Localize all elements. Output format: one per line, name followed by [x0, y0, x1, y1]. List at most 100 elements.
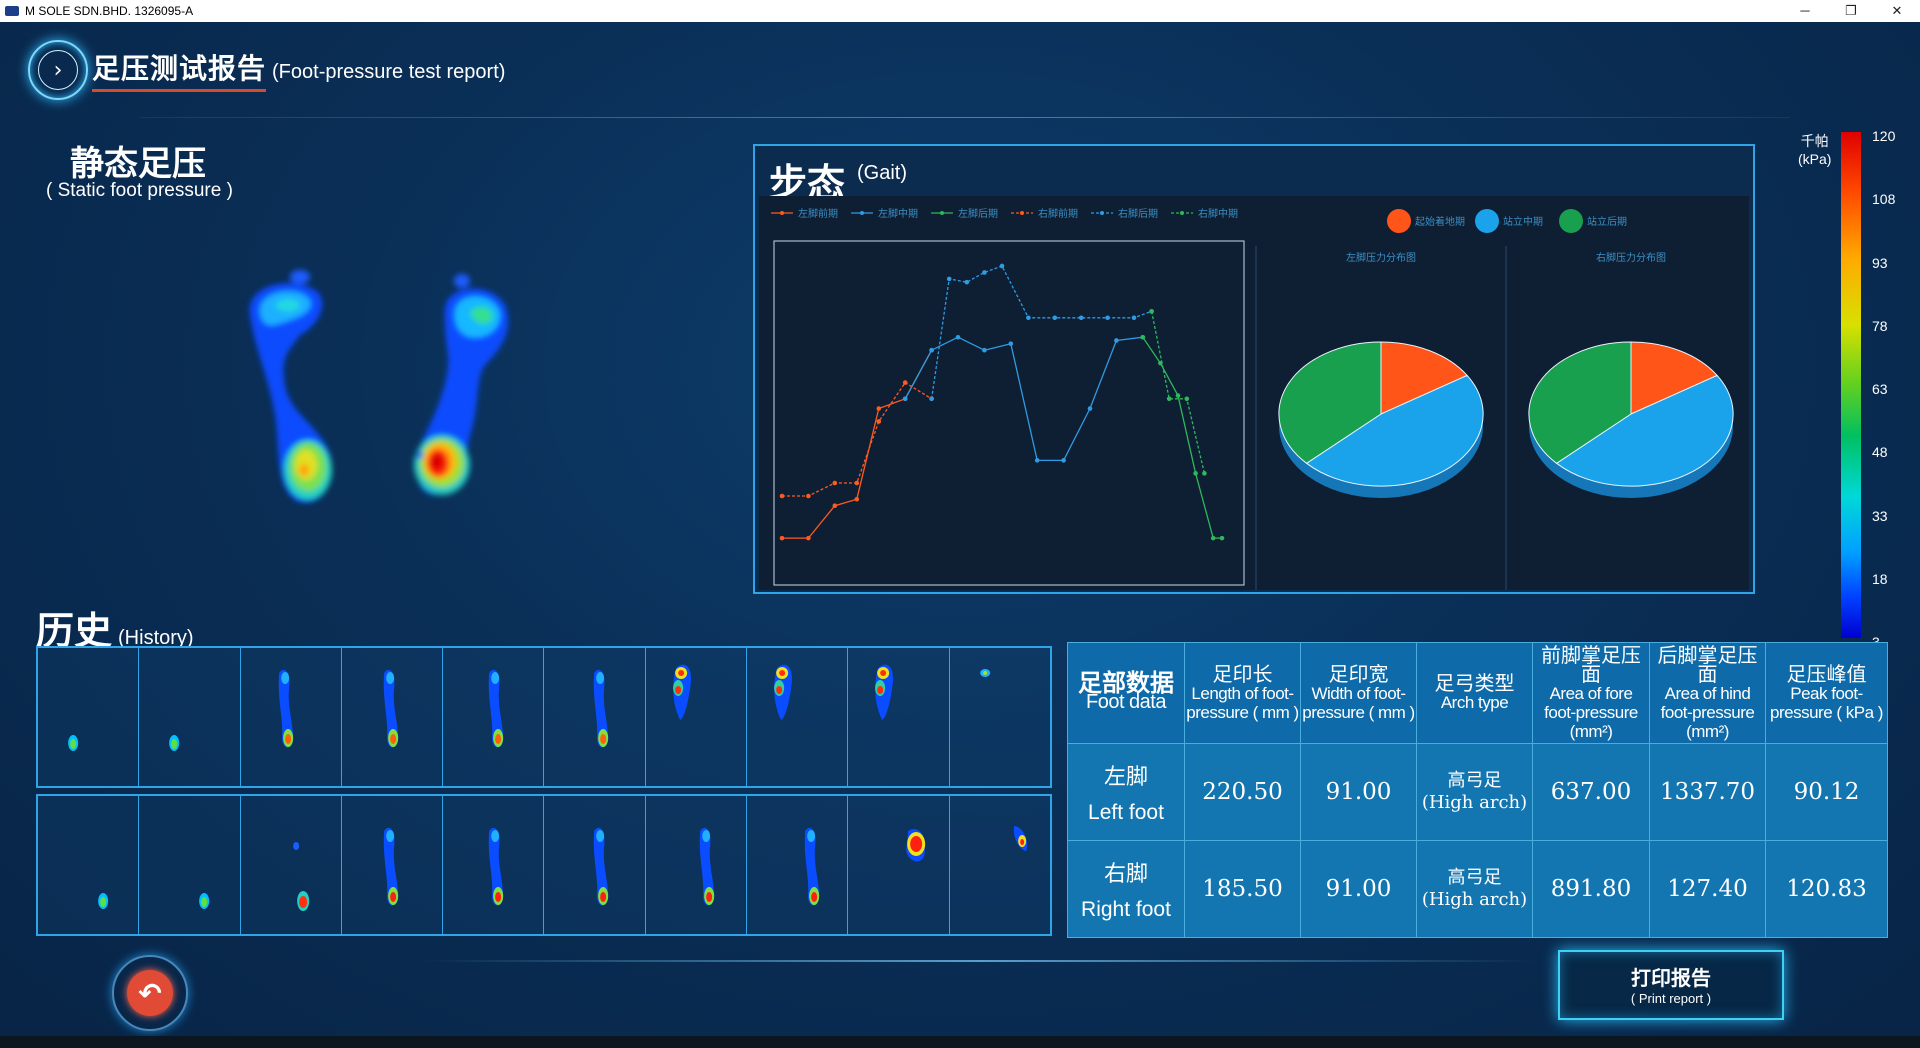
- data-point: [1061, 458, 1066, 463]
- gait-chart-area: 左脚前期 左脚中期 左脚后期 右脚前期 右脚后期 右脚中期 起始着地期 站立中期 站立后期 左脚压…: [759, 196, 1749, 590]
- gait-header: 步态 (Gait): [755, 146, 1753, 205]
- line-chart-frame: [773, 240, 1245, 586]
- static-section-title: 静态足压: [70, 144, 206, 184]
- legend-marker: [1100, 211, 1104, 215]
- pie-legend-label: 站立中期: [1503, 215, 1543, 228]
- thumbnail-foot-map: [488, 827, 504, 906]
- data-point: [902, 380, 908, 385]
- data-point: [1026, 315, 1031, 321]
- thumbnail-foot-map: [1013, 826, 1027, 851]
- minimize-button[interactable]: ─: [1800, 3, 1810, 18]
- history-thumbnail[interactable]: [848, 648, 950, 786]
- data-point: [779, 493, 785, 499]
- history-thumbnail[interactable]: [341, 648, 444, 786]
- pie-slice: [1305, 374, 1484, 487]
- history-thumbnail[interactable]: [38, 796, 140, 934]
- foot-data-table: 足部数据 Foot data 足印长 Length of foot-pressure…: [1067, 642, 1888, 938]
- thumbnail-foot-map: [278, 669, 293, 748]
- history-thumbnail[interactable]: [949, 648, 1050, 786]
- data-point: [1114, 338, 1119, 343]
- history-thumbnail[interactable]: [443, 796, 545, 934]
- right-width: 91.00: [1300, 840, 1417, 938]
- pie-legend-marker: [1475, 209, 1499, 233]
- pie-legend-label: 站立后期: [1587, 215, 1627, 228]
- data-point: [955, 334, 961, 340]
- history-thumbnail[interactable]: [544, 648, 646, 786]
- row-label-right-foot: 右脚 Right foot: [1067, 840, 1185, 938]
- history-grid: [36, 646, 1052, 942]
- data-point: [1034, 458, 1040, 463]
- history-thumbnail[interactable]: [645, 648, 748, 786]
- history-thumbnail[interactable]: [38, 648, 140, 786]
- data-point: [999, 263, 1005, 269]
- data-point: [876, 406, 882, 411]
- chevron-right-icon: ›: [38, 50, 78, 90]
- history-thumbnail[interactable]: [645, 796, 748, 934]
- scale-tick: 18: [1872, 570, 1888, 587]
- thumbnail-foot-map: [383, 827, 399, 906]
- pie-slice: [1630, 341, 1718, 415]
- close-button[interactable]: ✕: [1891, 3, 1903, 18]
- history-thumbnail[interactable]: [139, 796, 241, 934]
- series-line: [1150, 311, 1206, 474]
- pie-legend-marker: [1559, 209, 1583, 233]
- scale-tick: 63: [1872, 381, 1888, 397]
- left-hind-area: 1337.70: [1649, 743, 1766, 841]
- data-point: [982, 347, 987, 353]
- legend-label: 右脚中期: [1198, 207, 1238, 220]
- data-point: [1219, 535, 1225, 541]
- thumbnail-foot-map: [488, 669, 504, 748]
- header-hind-area: 后脚掌足压面 Area of hind foot-pressure (mm²): [1649, 642, 1766, 744]
- legend-label: 右脚前期: [1038, 207, 1078, 220]
- pressure-color-scale: [1841, 132, 1861, 638]
- restore-button[interactable]: ❐: [1845, 3, 1857, 18]
- thumbnail-foot-map: [169, 735, 180, 751]
- legend-label: 左脚后期: [958, 207, 998, 220]
- history-thumbnail[interactable]: [949, 796, 1050, 934]
- history-thumbnail[interactable]: [341, 796, 444, 934]
- pie-slice: [1555, 374, 1734, 487]
- data-point: [854, 496, 860, 502]
- right-peak: 120.83: [1765, 840, 1888, 938]
- history-thumbnail[interactable]: [139, 648, 241, 786]
- thumbnail-foot-map: [68, 735, 79, 751]
- history-thumbnail[interactable]: [848, 796, 950, 934]
- history-thumbnail[interactable]: [747, 648, 849, 786]
- data-point: [902, 396, 908, 402]
- pie-legend-label: 起始着地期: [1415, 215, 1465, 228]
- data-point: [1052, 315, 1058, 321]
- data-point: [832, 480, 838, 486]
- back-button[interactable]: ↶: [112, 955, 188, 1031]
- print-label-en: ( Print report ): [1630, 991, 1712, 1006]
- history-thumbnail[interactable]: [443, 648, 545, 786]
- history-thumbnail[interactable]: [240, 648, 342, 786]
- data-point: [1193, 471, 1198, 476]
- history-thumbnail[interactable]: [240, 796, 342, 934]
- data-point: [946, 276, 952, 282]
- history-title-en: (History): [118, 627, 194, 649]
- data-point: [876, 419, 882, 424]
- data-point: [1184, 396, 1190, 402]
- pie-title: 左脚压力分布图: [1346, 251, 1416, 264]
- page-title-en: (Foot-pressure test report): [272, 61, 506, 83]
- history-thumbnail[interactable]: [747, 796, 849, 934]
- history-title: 历史 (History): [36, 600, 194, 655]
- right-arch-type: 高弓足 (High arch): [1416, 840, 1533, 938]
- data-point: [806, 535, 811, 541]
- history-thumbnail[interactable]: [544, 796, 646, 934]
- data-point: [806, 493, 811, 499]
- thumbnail-foot-map: [383, 669, 399, 748]
- static-foot-pressure-map: [249, 270, 509, 503]
- data-point: [1087, 406, 1093, 411]
- data-point: [929, 396, 934, 402]
- legend-marker: [1020, 211, 1024, 215]
- legend-marker: [780, 211, 784, 215]
- scale-tick: 93: [1872, 254, 1888, 271]
- data-point: [1078, 315, 1084, 321]
- print-report-button[interactable]: 打印报告 ( Print report ): [1558, 950, 1784, 1020]
- legend-marker: [860, 211, 864, 215]
- menu-toggle-button[interactable]: ›: [28, 40, 88, 100]
- thumbnail-foot-map: [98, 893, 109, 909]
- window-title-bar: M SOLE SDN.BHD. 1326095-A ─ ❐ ✕: [0, 0, 1920, 22]
